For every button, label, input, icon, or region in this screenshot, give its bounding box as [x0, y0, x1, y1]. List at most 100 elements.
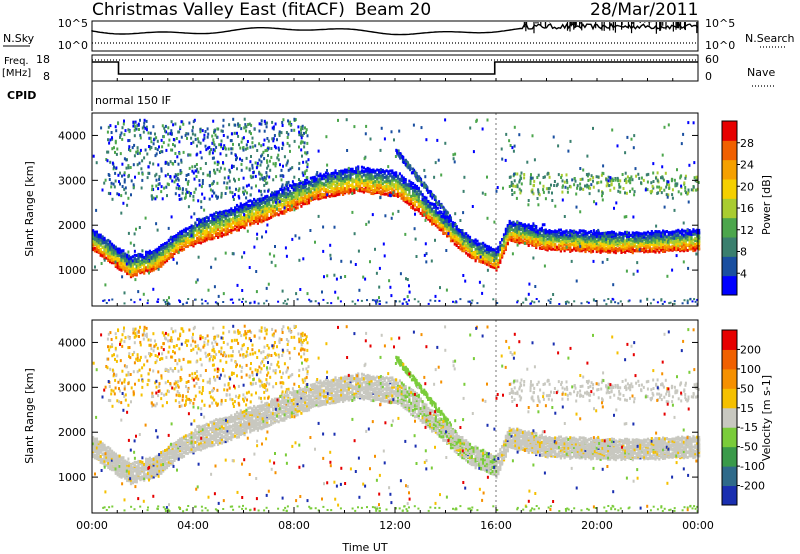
power-cell	[391, 183, 394, 187]
power-cell	[317, 174, 320, 178]
power-cell	[408, 190, 411, 194]
power-cell	[118, 180, 120, 184]
power-cell	[117, 173, 120, 177]
power-cell	[347, 170, 350, 174]
power-cell	[294, 183, 297, 187]
power-cell	[179, 230, 182, 234]
power-cell	[497, 263, 500, 266]
power-cell	[95, 250, 98, 254]
power-cell	[262, 143, 265, 147]
power-cell	[349, 176, 352, 180]
power-cell	[446, 218, 449, 222]
power-cell	[518, 236, 521, 240]
power-cell	[336, 174, 339, 178]
power-cell	[677, 190, 680, 194]
power-cell	[559, 236, 562, 239]
power-cell	[582, 233, 585, 237]
power-cell	[364, 175, 367, 179]
power-cell	[379, 190, 382, 194]
power-cell	[103, 252, 106, 256]
power-cell	[387, 193, 390, 197]
power-cell	[181, 191, 184, 195]
power-cell	[161, 124, 164, 128]
power-cell	[275, 175, 278, 179]
power-cell	[290, 202, 293, 206]
power-cell	[321, 174, 324, 178]
power-cell	[376, 188, 379, 192]
power-cell	[391, 171, 394, 175]
power-cell	[637, 172, 640, 176]
power-cell	[281, 183, 284, 187]
power-cell	[597, 243, 600, 247]
power-cell	[227, 176, 230, 180]
power-cell	[518, 239, 521, 243]
power-cell	[99, 253, 102, 257]
power-cell	[139, 148, 142, 152]
power-cell	[287, 180, 290, 184]
power-cell	[513, 191, 516, 195]
power-cell	[162, 256, 165, 259]
power-cell	[234, 206, 237, 210]
power-cell	[631, 231, 634, 235]
power-cell	[360, 169, 364, 173]
power-cell	[199, 167, 202, 171]
power-cell	[313, 188, 316, 192]
power-cell	[612, 179, 615, 182]
power-cell	[413, 197, 417, 201]
power-cell	[412, 197, 415, 201]
power-cell	[635, 174, 638, 178]
power-cell	[279, 174, 282, 178]
power-cell	[508, 185, 511, 188]
power-cell	[208, 197, 211, 201]
power-cell	[482, 246, 485, 250]
power-cell	[510, 238, 513, 242]
power-cell	[270, 194, 273, 197]
power-cell	[226, 226, 229, 230]
power-cell	[309, 180, 312, 184]
power-cell	[165, 244, 169, 248]
power-cell	[627, 243, 631, 247]
power-cell	[184, 229, 187, 233]
power-cell	[220, 145, 223, 149]
power-cell	[191, 129, 194, 133]
power-cell	[376, 191, 379, 194]
power-cell	[259, 172, 262, 176]
power-cell	[289, 120, 292, 124]
power-cell	[271, 200, 275, 204]
power-cell	[580, 249, 583, 253]
power-cell	[443, 210, 446, 214]
power-cell	[398, 172, 401, 176]
power-cell	[300, 195, 303, 199]
power-cell	[413, 171, 416, 175]
power-cell	[213, 217, 216, 221]
power-cell	[146, 252, 150, 256]
power-cell	[482, 244, 485, 248]
power-cell	[400, 174, 403, 178]
power-cell	[241, 207, 244, 211]
power-cell	[527, 232, 530, 236]
power-cell	[538, 239, 542, 243]
power-cell	[230, 222, 233, 226]
power-cell	[423, 206, 426, 210]
power-cell	[101, 253, 104, 257]
power-cell	[270, 207, 273, 211]
power-cell	[506, 235, 509, 239]
power-cell	[601, 244, 604, 248]
power-cell	[260, 160, 263, 164]
power-cell	[266, 166, 269, 170]
power-cell	[421, 209, 424, 213]
power-cell	[302, 197, 305, 201]
power-cell	[128, 139, 131, 142]
power-cell	[451, 222, 454, 226]
power-cell	[238, 187, 241, 191]
power-cell	[203, 217, 206, 221]
power-cell	[315, 177, 318, 181]
power-cell	[372, 175, 375, 179]
figure-title: Christmas Valley East (fitACF)	[92, 0, 345, 20]
power-cell	[440, 210, 443, 214]
power-cell	[501, 249, 504, 253]
power-cell	[351, 184, 354, 188]
power-cell	[143, 121, 146, 125]
power-cell	[347, 191, 350, 195]
power-cell	[234, 216, 237, 220]
